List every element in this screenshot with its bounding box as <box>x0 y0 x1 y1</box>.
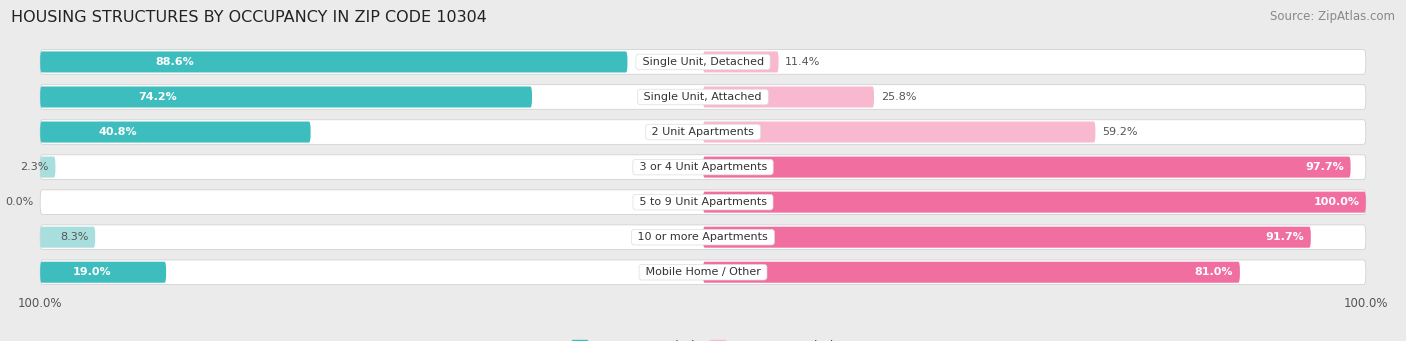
Text: 91.7%: 91.7% <box>1265 232 1305 242</box>
FancyBboxPatch shape <box>703 157 1351 178</box>
FancyBboxPatch shape <box>41 227 96 248</box>
FancyBboxPatch shape <box>41 85 1365 109</box>
FancyBboxPatch shape <box>703 262 1240 283</box>
FancyBboxPatch shape <box>703 192 1365 213</box>
Text: 2.3%: 2.3% <box>21 162 49 172</box>
FancyBboxPatch shape <box>41 225 1365 250</box>
FancyBboxPatch shape <box>41 121 311 143</box>
Text: 88.6%: 88.6% <box>156 57 194 67</box>
FancyBboxPatch shape <box>41 120 1365 144</box>
Text: 40.8%: 40.8% <box>98 127 138 137</box>
FancyBboxPatch shape <box>41 157 55 178</box>
FancyBboxPatch shape <box>41 260 1365 284</box>
Text: Mobile Home / Other: Mobile Home / Other <box>641 267 765 277</box>
FancyBboxPatch shape <box>41 51 627 73</box>
FancyBboxPatch shape <box>41 50 1365 74</box>
FancyBboxPatch shape <box>41 155 1365 179</box>
Text: Single Unit, Detached: Single Unit, Detached <box>638 57 768 67</box>
FancyBboxPatch shape <box>41 87 531 107</box>
FancyBboxPatch shape <box>703 121 1095 143</box>
Text: Single Unit, Attached: Single Unit, Attached <box>641 92 765 102</box>
Text: 11.4%: 11.4% <box>785 57 821 67</box>
FancyBboxPatch shape <box>41 190 1365 214</box>
Text: 59.2%: 59.2% <box>1102 127 1137 137</box>
FancyBboxPatch shape <box>703 51 779 73</box>
Text: 5 to 9 Unit Apartments: 5 to 9 Unit Apartments <box>636 197 770 207</box>
Text: 8.3%: 8.3% <box>60 232 89 242</box>
Text: 74.2%: 74.2% <box>139 92 177 102</box>
Text: 10 or more Apartments: 10 or more Apartments <box>634 232 772 242</box>
Text: 100.0%: 100.0% <box>1313 197 1360 207</box>
FancyBboxPatch shape <box>703 227 1310 248</box>
Text: HOUSING STRUCTURES BY OCCUPANCY IN ZIP CODE 10304: HOUSING STRUCTURES BY OCCUPANCY IN ZIP C… <box>11 10 486 25</box>
Legend: Owner-occupied, Renter-occupied: Owner-occupied, Renter-occupied <box>568 335 838 341</box>
Text: 97.7%: 97.7% <box>1305 162 1344 172</box>
Text: Source: ZipAtlas.com: Source: ZipAtlas.com <box>1270 10 1395 23</box>
Text: 25.8%: 25.8% <box>880 92 917 102</box>
Text: 0.0%: 0.0% <box>6 197 34 207</box>
Text: 81.0%: 81.0% <box>1195 267 1233 277</box>
Text: 3 or 4 Unit Apartments: 3 or 4 Unit Apartments <box>636 162 770 172</box>
Text: 2 Unit Apartments: 2 Unit Apartments <box>648 127 758 137</box>
FancyBboxPatch shape <box>41 262 166 283</box>
Text: 19.0%: 19.0% <box>73 267 111 277</box>
FancyBboxPatch shape <box>703 87 875 107</box>
